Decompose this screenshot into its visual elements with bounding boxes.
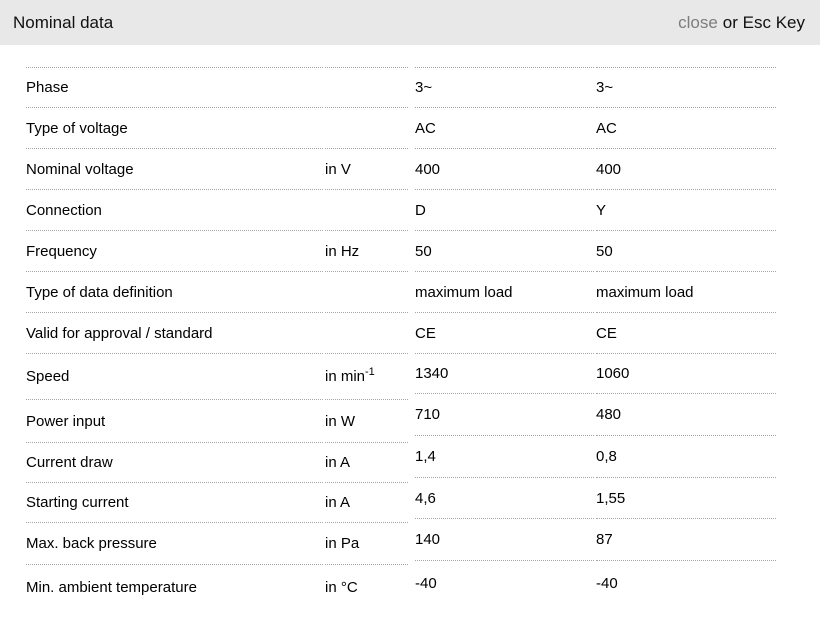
table-row: Current draw in A [26,443,408,483]
row-label: Nominal voltage [26,149,323,190]
row-value-1: 140 [415,519,594,561]
nominal-data-table: Phase Type of voltage Nominal voltage in… [24,67,820,610]
table-row: Nominal voltage in V [26,149,408,190]
table-row: 140 87 [415,519,776,561]
unit-text: in min [325,368,366,385]
table-row: -40 -40 [415,561,776,606]
table-row: Power input in W [26,400,408,443]
table-row: 710 480 [415,394,776,436]
unit-text: in A [325,454,351,471]
unit-superscript: -1 [365,366,375,378]
table-row: D Y [415,190,776,231]
row-value-1: 710 [415,394,594,436]
row-value-1: 50 [415,231,594,272]
row-value-2: AC [596,108,776,149]
unit-text: in Hz [325,242,360,260]
row-value-2: 480 [596,394,776,436]
unit-text: in Pa [325,535,360,552]
row-value-2: CE [596,313,776,354]
row-label: Phase [26,67,323,108]
row-value-2: 0,8 [596,436,776,478]
unit-text: in W [325,412,355,430]
row-unit [325,272,408,313]
row-value-2: -40 [596,575,618,592]
table-row: Connection [26,190,408,231]
row-value-2: 3~ [596,67,776,108]
row-unit: in V [325,149,408,190]
table-row: 1,4 0,8 [415,436,776,478]
row-label: Starting current [26,483,323,523]
row-value-1: D [415,190,594,231]
unit-text: in V [325,160,351,178]
row-label: Frequency [26,231,323,272]
close-button[interactable]: close [678,12,718,32]
table-row: 4,6 1,55 [415,478,776,519]
row-label: Speed [26,354,323,400]
row-value-2: 87 [596,519,776,561]
table-row: Starting current in A [26,483,408,523]
table-row: AC AC [415,108,776,149]
table-row: Type of voltage [26,108,408,149]
row-label: Current draw [26,443,323,483]
row-unit [325,313,408,354]
table-row: Max. back pressure in Pa [26,523,408,565]
row-label: Type of data definition [26,272,323,313]
row-value-1: 1,4 [415,436,594,478]
row-unit: in A [325,483,408,523]
table-row: 3~ 3~ [415,67,776,108]
row-label: Connection [26,190,323,231]
table-row: 50 50 [415,231,776,272]
row-unit: in °C [325,565,408,610]
row-value-2: 1,55 [596,478,776,519]
dialog-titlebar: Nominal data close or Esc Key [0,0,820,45]
table-row: Valid for approval / standard [26,313,408,354]
dialog-title: Nominal data [13,12,114,32]
row-unit [325,67,408,108]
unit-text: in A [325,494,351,511]
row-label: Valid for approval / standard [26,313,323,354]
table-row: Type of data definition [26,272,408,313]
row-value-1: 4,6 [415,478,594,519]
table-row: maximum load maximum load [415,272,776,313]
row-value-1: CE [415,313,594,354]
nominal-data-table-labels: Phase Type of voltage Nominal voltage in… [24,67,410,610]
row-label: Min. ambient temperature [26,579,197,596]
table-row: Phase [26,67,408,108]
row-value-2: 1060 [596,354,776,394]
table-row: Speed in min-1 [26,354,408,400]
table-row: CE CE [415,313,776,354]
row-value-1: 3~ [415,67,594,108]
nominal-data-table-values: 3~ 3~ AC AC 400 400 D Y 50 50 maximum lo… [413,67,778,606]
row-unit: in Hz [325,231,408,272]
row-unit: in W [325,400,408,443]
row-value-2: Y [596,190,776,231]
row-value-1: maximum load [415,272,594,313]
row-unit [325,108,408,149]
table-row: 1340 1060 [415,354,776,394]
row-unit: in A [325,443,408,483]
row-value-2: 400 [596,149,776,190]
row-value-1: 1340 [415,354,594,394]
row-unit: in Pa [325,523,408,565]
table-row: 400 400 [415,149,776,190]
row-label: Max. back pressure [26,523,323,565]
unit-text: in °C [325,579,358,596]
row-value-1: 400 [415,149,594,190]
row-value-2: 50 [596,231,776,272]
table-row: Min. ambient temperature in °C [26,565,408,610]
row-value-1: -40 [415,575,437,592]
row-unit [325,190,408,231]
row-label: Power input [26,400,323,443]
esc-key-hint: or Esc Key [722,12,805,32]
row-unit: in min-1 [325,354,408,400]
row-label: Type of voltage [26,108,323,149]
row-value-1: AC [415,108,594,149]
close-area: close or Esc Key [678,13,805,33]
row-value-2: maximum load [596,272,776,313]
table-row: Frequency in Hz [26,231,408,272]
